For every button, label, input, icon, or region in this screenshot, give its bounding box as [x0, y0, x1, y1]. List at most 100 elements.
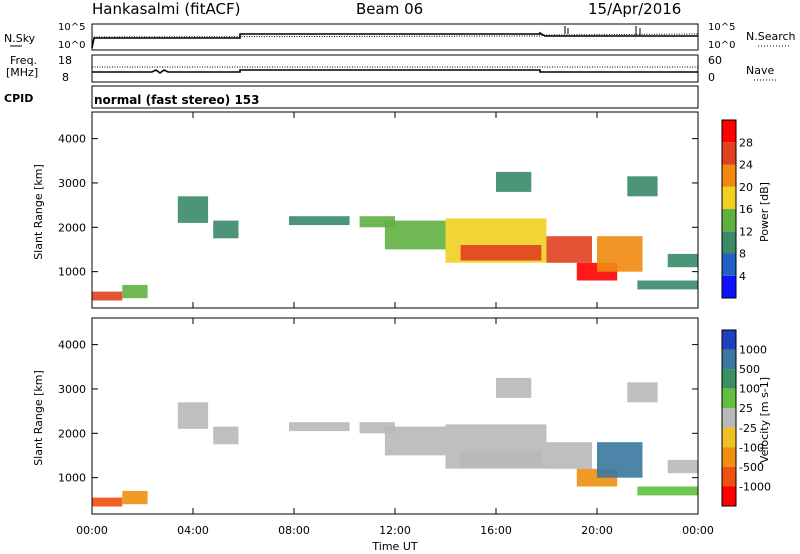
power-marks-cell-15 — [637, 280, 698, 290]
velocity-colorbar: 1000 500 100 25 -25 -100 -500 -1000 — [721, 329, 771, 507]
power-ytick-label-2: 3000 — [58, 177, 86, 190]
power-ytick-label-0: 1000 — [58, 266, 86, 279]
cpid-label: CPID — [4, 92, 33, 105]
power-ytick-label-1: 2000 — [58, 221, 86, 234]
power-marks-cell-8 — [460, 245, 542, 261]
power-colorbar-swatch-7 — [722, 120, 736, 143]
noise-search-trace — [93, 33, 699, 38]
vel-marks-cell-4 — [289, 422, 350, 432]
freq-tick-top: 18 — [58, 54, 72, 67]
velocity-ytick-label-0: 1000 — [58, 472, 86, 485]
velocity-colorbar-frame — [721, 329, 737, 507]
power-marks-cell-12 — [496, 171, 532, 192]
vel-marks-cell-3 — [213, 426, 239, 445]
noise-right-label: N.Search — [746, 30, 796, 43]
velocity-ytick-label-1: 2000 — [58, 427, 86, 440]
velocity-y-axis: 1000 2000 3000 4000 — [58, 339, 698, 485]
beam-title: Beam 06 — [356, 0, 424, 18]
vel-marks-cell-14 — [667, 459, 698, 474]
cpid-frame — [91, 85, 699, 109]
freq-label-2: [MHz] — [6, 66, 38, 79]
power-marks-cell-9 — [546, 236, 592, 263]
power-colorbar-swatch-0 — [722, 275, 736, 299]
velocity-colorbar-tick-7: -1000 — [739, 480, 771, 493]
power-marks-cell-6 — [384, 220, 446, 250]
power-marks-cell-14 — [667, 253, 698, 268]
noise-left-tick-top: 10^5 — [58, 22, 85, 33]
noise-panel-frame — [91, 23, 699, 51]
vel-marks-cell-1 — [122, 490, 148, 505]
velocity-ytick-label-2: 3000 — [58, 383, 86, 396]
velocity-colorbar-title: Velocity [m s-1] — [758, 377, 771, 463]
velocity-colorbar-tick-6: -500 — [739, 461, 764, 474]
vel-marks-cell-15 — [637, 486, 698, 496]
nave-tick-bottom: 0 — [708, 71, 715, 84]
x-tick-label-1: 04:00 — [177, 524, 209, 537]
velocity-colorbar-swatch-1 — [722, 349, 736, 370]
power-colorbar-tick-0: 4 — [739, 270, 746, 283]
x-tick-label-6: 00:00 — [682, 524, 714, 537]
power-y-axis: 1000 2000 3000 4000 — [58, 133, 698, 279]
power-colorbar-frame — [721, 119, 737, 299]
noise-left-tick-bottom: 10^0 — [58, 40, 85, 51]
power-marks-cell-2 — [177, 196, 209, 223]
noise-sky-trace — [91, 31, 698, 49]
vel-marks-cell-6 — [384, 426, 446, 456]
power-colorbar-tick-5: 24 — [739, 159, 753, 172]
velocity-y-label: Slant Range [km] — [32, 370, 45, 466]
freq-trace — [92, 69, 698, 74]
vel-marks-cell-11 — [597, 442, 643, 478]
power-colorbar-swatch-6 — [722, 142, 736, 165]
power-colorbar-tick-4: 20 — [739, 181, 753, 194]
vel-marks-cell-9 — [546, 442, 592, 469]
power-marks-cell-13 — [627, 176, 658, 197]
vel-marks-cell-2 — [177, 402, 209, 429]
nave-label: Nave — [746, 64, 774, 77]
freq-tick-bottom: 8 — [62, 71, 69, 84]
velocity-colorbar-tick-1: 500 — [739, 363, 760, 376]
noise-left-label: N.Sky — [4, 32, 36, 45]
velocity-colorbar-swatch-2 — [722, 369, 736, 389]
date-title: 15/Apr/2016 — [588, 0, 682, 18]
power-ytick-label-3: 4000 — [58, 133, 86, 146]
velocity-colorbar-swatch-6 — [722, 447, 736, 467]
cpid-text: normal (fast stereo) 153 — [94, 93, 260, 107]
vel-marks-cell-5 — [359, 422, 395, 434]
freq-label-1: Freq. — [10, 54, 37, 67]
x-tick-label-5: 20:00 — [581, 524, 613, 537]
velocity-colorbar-tick-0: 1000 — [739, 344, 767, 357]
velocity-colorbar-swatch-8 — [722, 486, 736, 506]
power-colorbar-tick-1: 8 — [739, 248, 746, 261]
power-colorbar-swatch-4 — [722, 186, 736, 210]
vel-marks-cell-8 — [460, 451, 542, 467]
power-colorbar: 4 8 12 16 20 24 28 — [721, 119, 753, 299]
x-tick-label-0: 00:00 — [76, 524, 108, 537]
power-marks-cell-5 — [359, 216, 395, 228]
power-colorbar-swatch-5 — [722, 164, 736, 187]
power-colorbar-tick-2: 12 — [739, 225, 753, 238]
power-marks-cell-11 — [597, 236, 643, 272]
vel-marks-cell-12 — [496, 377, 532, 398]
vel-marks-cell-0 — [92, 497, 123, 507]
velocity-ytick-label-3: 4000 — [58, 339, 86, 352]
power-colorbar-swatch-2 — [722, 231, 736, 254]
velocity-colorbar-swatch-4 — [722, 408, 736, 428]
freq-panel-frame — [91, 54, 699, 83]
power-colorbar-tick-3: 16 — [739, 203, 753, 216]
power-marks-cell-3 — [213, 220, 239, 239]
power-marks-cell-0 — [92, 291, 123, 301]
x-tick-label-2: 08:00 — [278, 524, 310, 537]
vel-marks-cell-13 — [627, 382, 658, 403]
power-y-label: Slant Range [km] — [32, 164, 45, 260]
power-heatmap — [92, 171, 698, 301]
velocity-colorbar-tick-3: 25 — [739, 402, 753, 415]
x-axis: 00:00 04:00 08:00 12:00 16:00 20:00 00:00 — [76, 112, 714, 537]
power-colorbar-swatch-3 — [722, 209, 736, 232]
x-tick-label-4: 16:00 — [480, 524, 512, 537]
velocity-colorbar-swatch-7 — [722, 466, 736, 487]
velocity-colorbar-swatch-0 — [722, 330, 736, 350]
noise-right-tick-top: 10^5 — [708, 22, 735, 33]
power-marks-cell-1 — [122, 284, 148, 299]
power-colorbar-swatch-1 — [722, 253, 736, 276]
